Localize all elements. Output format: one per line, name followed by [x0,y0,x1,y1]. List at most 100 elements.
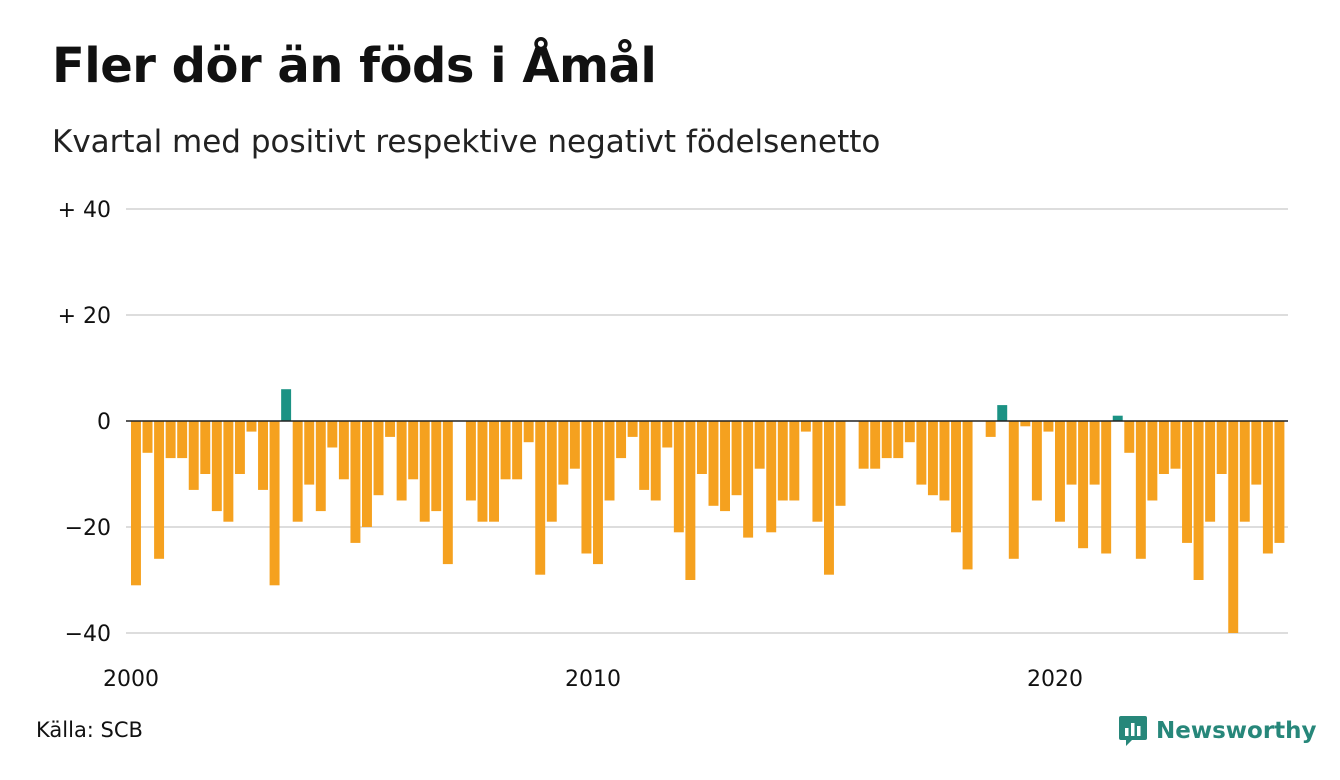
bar-negative [870,421,881,469]
y-tick-label: + 20 [58,304,111,329]
y-axis-ticks: + 40 + 20 0 −20 −40 [58,198,111,647]
bar-negative [650,421,661,501]
bar-negative [500,421,511,480]
bar-negative [1078,421,1089,549]
chart-title: Fler dör än föds i Åmål [52,38,657,94]
bar-negative [246,421,257,432]
bar-positive [997,405,1008,421]
bar-negative [200,421,211,474]
bar-negative [916,421,927,485]
y-tick-label: −20 [65,516,111,541]
bar-negative [1055,421,1065,522]
bar-negative [777,421,788,501]
bar-negative [188,421,199,490]
bar-negative [304,421,315,485]
bar-negative [627,421,638,437]
bar-negative [362,421,372,527]
bar-negative [142,421,153,453]
bar-negative [939,421,950,501]
bar-negative [962,421,973,570]
x-tick-label: 2000 [103,667,159,692]
bar-negative [604,421,615,501]
bar-negative [408,421,419,480]
bar-negative [131,421,141,586]
bar-negative [789,421,800,501]
grid-lines [126,208,1288,634]
bar-negative [1262,421,1273,554]
source-note: Källa: SCB [36,718,143,742]
bar-negative [258,421,268,490]
bar-negative [535,421,546,575]
bar-negative [1158,421,1169,474]
bar-negative [1170,421,1181,469]
bar-negative [731,421,742,496]
chart-subtitle: Kvartal med positivt respektive negativt… [52,124,881,160]
bar-negative [754,421,765,469]
bar-positive [1112,415,1123,421]
bar-negative [419,421,430,522]
bar-negative [512,421,523,480]
bar-negative [1182,421,1192,543]
bar-negative [558,421,569,485]
bar-negative [1228,421,1239,633]
newsworthy-brand[interactable]: Newsworthy [1118,714,1317,748]
x-tick-label: 2010 [565,667,621,692]
bar-negative [708,421,719,506]
bar-negative [800,421,811,432]
bar-negative [1147,421,1158,501]
bar-negative [1101,421,1112,554]
bar-negative [1193,421,1204,580]
bar-negative [546,421,557,522]
bar-negative [593,421,603,565]
bar-negative [1239,421,1250,522]
bar-negative [766,421,777,533]
bar-negative [489,421,499,522]
y-tick-label: 0 [97,410,111,435]
bar-negative [442,421,453,565]
y-tick-label: + 40 [58,198,111,223]
bar-negative [1020,421,1031,427]
bar-negative [523,421,534,443]
bar-negative [696,421,707,474]
bar-negative [1251,421,1262,485]
bar-negative [985,421,996,437]
bar-negative [616,421,627,459]
y-tick-label: −40 [65,622,111,647]
bar-negative [1274,421,1285,543]
bar-negative [904,421,915,443]
bar-negative [639,421,650,490]
bar-negative [1031,421,1042,501]
bar-negative [350,421,361,543]
bar-negative [431,421,442,512]
bar-negative [662,421,673,448]
x-tick-label: 2020 [1027,667,1083,692]
bar-negative [673,421,684,533]
bar-negative [1066,421,1077,485]
bar-negative [569,421,580,469]
brand-name: Newsworthy [1156,718,1317,744]
bar-negative [165,421,176,459]
bar-negative [385,421,396,437]
bar-negative [477,421,488,522]
bar-negative [1089,421,1100,485]
bar-negative [154,421,165,559]
bar-negative [720,421,730,512]
bar-negative [234,421,245,474]
bar-negative [812,421,823,522]
bar-negative [835,421,846,506]
bar-positive [281,389,292,421]
bar-negative [893,421,904,459]
bar-negative [858,421,869,469]
bar-negative [327,421,338,448]
bar-negative [951,421,961,533]
bar-negative [1135,421,1146,559]
bar-negative [292,421,303,522]
bar-negative [1216,421,1227,474]
bar-negative [211,421,222,512]
bar-chart: + 40 + 20 0 −20 −40 2000 2010 2020 [58,198,1288,692]
bar-negative [338,421,349,480]
bar-negative [685,421,696,580]
bar-negative [269,421,280,586]
bar-negative [1124,421,1135,453]
bar-negative [465,421,476,501]
